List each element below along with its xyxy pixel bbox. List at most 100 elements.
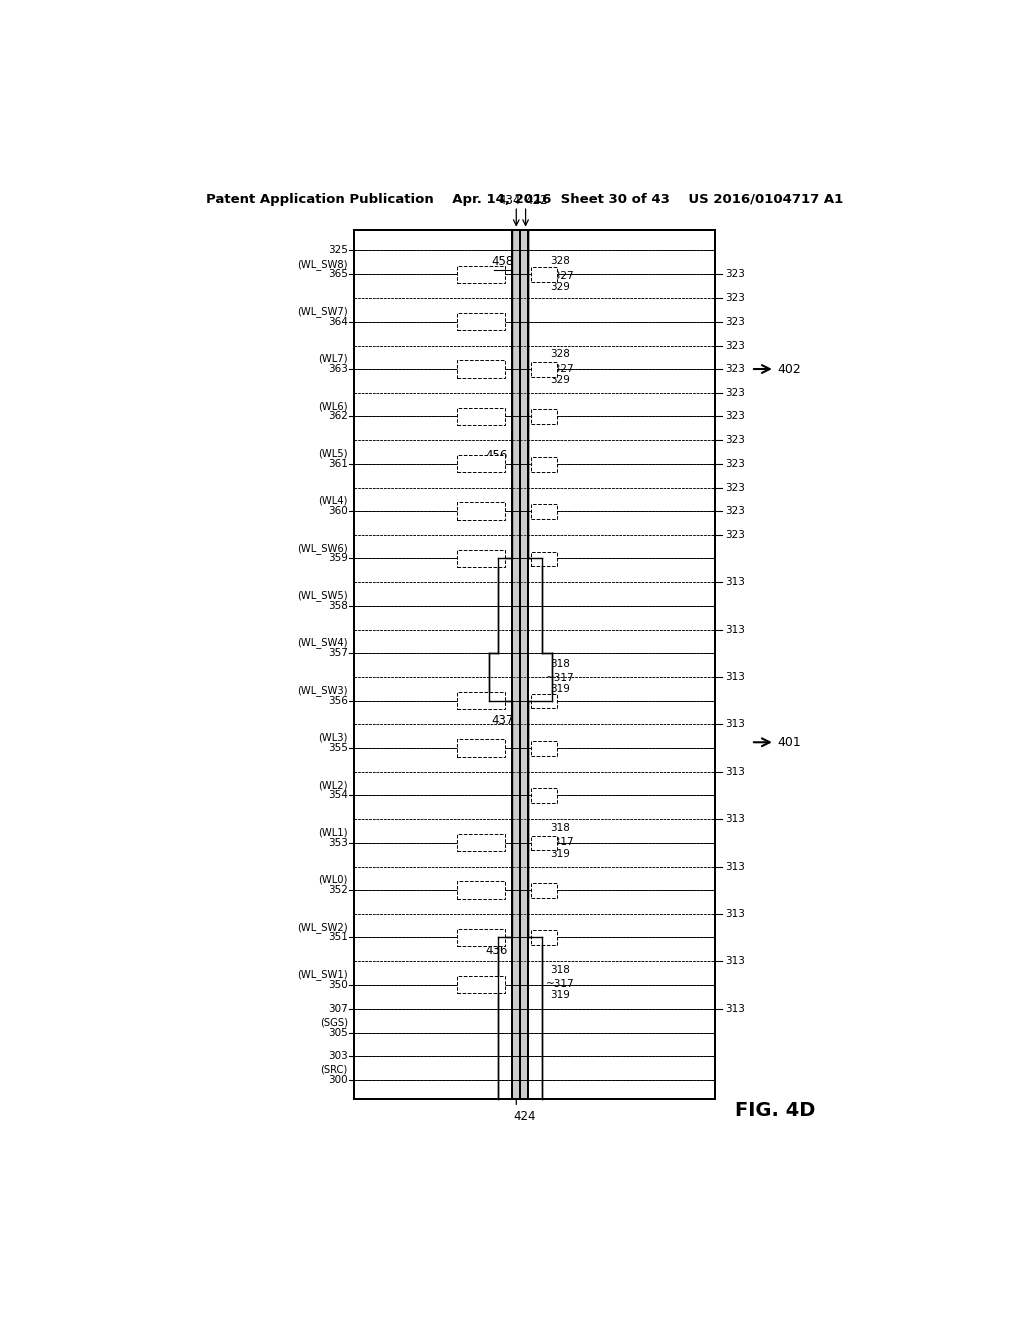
Text: 313: 313 (725, 956, 744, 966)
Text: 318: 318 (550, 822, 570, 833)
Text: (WL4): (WL4) (318, 496, 348, 506)
Bar (531, 457, 557, 471)
Text: 307: 307 (328, 1003, 348, 1014)
Text: (WL6): (WL6) (318, 401, 348, 412)
Text: 362: 362 (328, 412, 348, 421)
Text: (SGS): (SGS) (319, 1018, 348, 1027)
Text: ~317: ~317 (546, 673, 574, 682)
Text: 313: 313 (725, 719, 744, 730)
Text: FIG. 4D: FIG. 4D (734, 1101, 815, 1121)
Text: 363: 363 (328, 364, 348, 374)
Text: 323: 323 (725, 341, 744, 351)
Text: 436: 436 (485, 944, 508, 957)
Text: 319: 319 (550, 684, 570, 694)
Text: 300: 300 (329, 1074, 348, 1085)
Text: 328: 328 (550, 350, 570, 359)
Text: (SRC): (SRC) (321, 1065, 348, 1074)
Text: 313: 313 (725, 909, 744, 919)
Bar (531, 883, 557, 898)
Text: ~327: ~327 (546, 363, 574, 374)
Text: (WL_SW1): (WL_SW1) (297, 969, 348, 979)
Text: ~317: ~317 (546, 979, 574, 989)
Text: 456: 456 (485, 449, 508, 462)
Text: 365: 365 (328, 269, 348, 280)
Text: (WL0): (WL0) (318, 875, 348, 884)
Text: 402: 402 (777, 363, 801, 375)
Text: 323: 323 (725, 412, 744, 421)
Text: 313: 313 (725, 1003, 744, 1014)
Bar (531, 931, 557, 945)
Bar (512, 230, 520, 1098)
Text: 437: 437 (492, 714, 514, 727)
Bar (531, 409, 557, 424)
Bar (458, 360, 505, 378)
Text: ~327: ~327 (546, 271, 574, 281)
Text: 313: 313 (725, 672, 744, 682)
Text: 313: 313 (725, 624, 744, 635)
Text: 323: 323 (725, 483, 744, 492)
Text: 325: 325 (328, 246, 348, 255)
Text: 354: 354 (328, 791, 348, 800)
Text: 323: 323 (725, 364, 744, 374)
Text: 359: 359 (328, 553, 348, 564)
Text: 401: 401 (777, 735, 801, 748)
Bar (531, 741, 557, 755)
Bar (531, 504, 557, 519)
Text: 313: 313 (725, 577, 744, 587)
Bar (458, 408, 505, 425)
Text: 305: 305 (328, 1027, 348, 1038)
Text: (WL_SW7): (WL_SW7) (297, 306, 348, 317)
Bar (458, 834, 505, 851)
Text: 323: 323 (725, 506, 744, 516)
Text: 323: 323 (725, 529, 744, 540)
Bar (531, 836, 557, 850)
Text: 458: 458 (492, 255, 514, 268)
Bar (354, 230, 715, 1098)
Text: 364: 364 (328, 317, 348, 326)
Text: 329: 329 (550, 282, 570, 292)
Text: 303: 303 (328, 1051, 348, 1061)
Text: 357: 357 (328, 648, 348, 659)
Text: 313: 313 (725, 767, 744, 776)
Bar (458, 739, 505, 756)
Bar (458, 550, 505, 568)
Bar (531, 788, 557, 803)
Text: 424: 424 (513, 1110, 536, 1123)
Bar (458, 692, 505, 709)
Text: (WL_SW3): (WL_SW3) (297, 685, 348, 696)
Text: (WL3): (WL3) (318, 733, 348, 743)
Text: (WL_SW8): (WL_SW8) (297, 259, 348, 269)
Text: (WL7): (WL7) (318, 354, 348, 364)
Text: 355: 355 (328, 743, 348, 752)
Bar (520, 230, 528, 1098)
Bar (458, 975, 505, 994)
Bar (531, 552, 557, 566)
Bar (458, 455, 505, 473)
Bar (531, 362, 557, 376)
Bar (458, 313, 505, 330)
Text: 313: 313 (725, 814, 744, 824)
Text: 323: 323 (725, 388, 744, 397)
Text: 323: 323 (725, 436, 744, 445)
Text: (WL5): (WL5) (318, 449, 348, 458)
Bar (458, 929, 505, 946)
Text: 318: 318 (550, 965, 570, 974)
Text: 319: 319 (550, 849, 570, 858)
Text: (WL2): (WL2) (318, 780, 348, 791)
Text: 361: 361 (328, 459, 348, 469)
Bar (458, 265, 505, 282)
Text: ~317: ~317 (546, 837, 574, 847)
Text: 318: 318 (550, 659, 570, 669)
Text: 422: 422 (525, 194, 548, 207)
Text: 328: 328 (550, 256, 570, 267)
Bar (458, 882, 505, 899)
Text: 319: 319 (550, 990, 570, 1001)
Text: (WL_SW4): (WL_SW4) (297, 638, 348, 648)
Bar (458, 503, 505, 520)
Text: 323: 323 (725, 317, 744, 326)
Text: 360: 360 (328, 506, 348, 516)
Text: 351: 351 (328, 932, 348, 942)
Text: (WL_SW2): (WL_SW2) (297, 921, 348, 933)
Text: (WL_SW5): (WL_SW5) (297, 590, 348, 601)
Text: 323: 323 (725, 459, 744, 469)
